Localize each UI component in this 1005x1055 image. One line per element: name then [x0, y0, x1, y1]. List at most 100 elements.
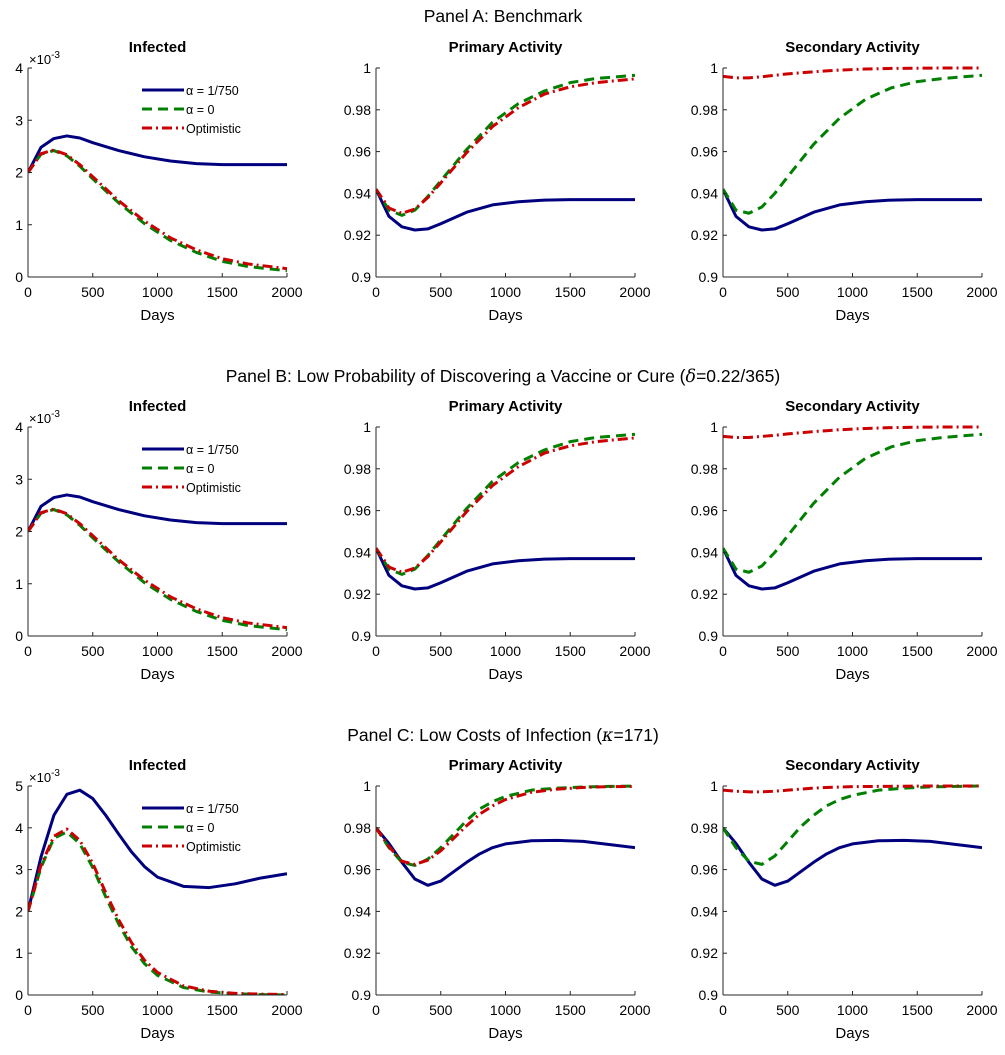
y-tick-label: 3: [15, 471, 23, 487]
y-tick-label: 0.96: [344, 862, 371, 878]
series-line-dashdot: [28, 150, 287, 269]
x-axis-label: Days: [140, 307, 174, 324]
x-axis-label: Days: [488, 307, 522, 324]
legend-label: α = 1/750: [186, 802, 239, 816]
y-tick-label: 0.92: [691, 945, 718, 961]
x-tick-label: 2000: [619, 284, 650, 300]
y-tick-label: 3: [15, 862, 23, 878]
y-tick-label: 4: [15, 60, 23, 76]
x-tick-label: 2000: [966, 643, 997, 659]
y-tick-label: 0.9: [352, 628, 372, 644]
y-tick-label: 1: [15, 945, 23, 961]
x-tick-label: 0: [719, 284, 727, 300]
legend-label: α = 1/750: [186, 84, 239, 98]
y-tick-label: 0.94: [691, 185, 718, 201]
y-tick-label: 0.9: [699, 269, 719, 285]
chart-title: Infected: [129, 757, 187, 774]
y-tick-label: 0.98: [344, 461, 371, 477]
series-lines: [376, 75, 635, 230]
series-line-dash: [28, 510, 287, 630]
x-axis-label: Days: [488, 666, 522, 683]
x-tick-label: 0: [719, 643, 727, 659]
x-axis-label: Days: [835, 666, 869, 683]
series-line-dashdot: [28, 509, 287, 628]
y-tick-label: 0.92: [344, 586, 371, 602]
y-tick-label: 0: [15, 628, 23, 644]
x-tick-label: 1500: [207, 1002, 238, 1018]
chart-a-secondary-activity: Secondary Activity0 500 1000 1500 20000.90.9…: [691, 39, 998, 324]
x-tick-label: 500: [81, 284, 105, 300]
y-tick-label: 0.92: [691, 227, 718, 243]
y-tick-label: 0.92: [691, 586, 718, 602]
y-tick-label: 4: [15, 419, 23, 435]
y-tick-label: 0.98: [344, 820, 371, 836]
x-tick-label: 500: [776, 1002, 800, 1018]
x-tick-label: 1000: [142, 643, 173, 659]
y-exponent-label: ×10-3: [29, 768, 60, 785]
chart-c-primary-activity: Primary Activity0 500 1000 1500 20000.90.920…: [344, 757, 651, 1042]
x-tick-label: 2000: [966, 1002, 997, 1018]
x-tick-label: 1500: [555, 284, 586, 300]
y-tick-label: 1: [363, 778, 371, 794]
y-tick-label: 1: [710, 60, 718, 76]
x-tick-label: 500: [776, 284, 800, 300]
x-tick-label: 2000: [966, 284, 997, 300]
x-tick-label: 500: [429, 643, 453, 659]
series-line-dashdot: [28, 829, 287, 995]
series-line-dashdot: [376, 438, 635, 572]
chart-b-primary-activity: Primary Activity 0 500 1000 1500 2000 0.9 0.92 0…: [344, 398, 651, 683]
x-tick-label: 1000: [837, 1002, 868, 1018]
series-lines: [723, 68, 982, 230]
legend: α = 1/750 α = 0 Optimistic: [142, 84, 241, 136]
series-line-dash: [376, 75, 635, 215]
x-tick-label: 2000: [271, 284, 302, 300]
series-lines: [28, 136, 287, 271]
x-tick-label: 0: [24, 1002, 32, 1018]
y-tick-label: 3: [15, 112, 23, 128]
x-axis-label: Days: [140, 666, 174, 683]
x-tick-label: 2000: [619, 1002, 650, 1018]
x-tick-label: 1000: [490, 284, 521, 300]
legend-label: α = 0: [186, 103, 214, 117]
series-line-solid: [723, 828, 982, 885]
chart-title: Secondary Activity: [785, 398, 920, 415]
series-line-dash: [376, 786, 635, 865]
y-tick-label: 0.96: [691, 503, 718, 519]
panel-title-b: Panel B: Low Probability of Discovering …: [226, 366, 780, 387]
chart-c-secondary-activity: Secondary Activity0 500 1000 1500 20000.90.9…: [691, 757, 998, 1042]
chart-title: Secondary Activity: [785, 757, 920, 774]
legend-label: Optimistic: [186, 122, 241, 136]
x-tick-label: 1000: [142, 284, 173, 300]
x-tick-label: 0: [24, 284, 32, 300]
chart-title: Infected: [129, 39, 187, 56]
y-tick-label: 0: [15, 269, 23, 285]
chart-b-infected: Infected×10-30 500 1000 1500 200001234Daysα …: [15, 398, 303, 683]
x-tick-label: 1500: [555, 1002, 586, 1018]
series-line-solid: [376, 828, 635, 885]
chart-title: Primary Activity: [449, 757, 563, 774]
legend-label: α = 0: [186, 462, 214, 476]
x-tick-label: 1000: [837, 643, 868, 659]
x-tick-label: 0: [372, 284, 380, 300]
y-tick-label: 0: [15, 987, 23, 1003]
chart-title: Primary Activity: [449, 398, 563, 415]
x-tick-label: 0: [24, 643, 32, 659]
chart-c-infected: Infected ×10-3 0 500 1000 1500 2000 0 1 2 3 4 5 Days α…: [15, 757, 303, 1042]
x-tick-label: 0: [719, 1002, 727, 1018]
y-tick-label: 0.96: [691, 862, 718, 878]
y-tick-label: 0.94: [344, 544, 371, 560]
x-tick-label: 1500: [555, 643, 586, 659]
chart-a-infected: Infected ×10-3 0 500 1000 1500 2000 0 1 2 3 4 Days α …: [15, 39, 303, 324]
series-line-dash: [723, 786, 982, 864]
y-tick-label: 0.96: [691, 144, 718, 160]
x-tick-label: 1500: [902, 643, 933, 659]
legend-label: α = 0: [186, 821, 214, 835]
y-tick-label: 0.94: [691, 903, 718, 919]
x-axis-label: Days: [140, 1025, 174, 1042]
y-tick-label: 0.92: [344, 945, 371, 961]
legend-label: Optimistic: [186, 840, 241, 854]
series-line-dashdot: [723, 427, 982, 437]
y-tick-label: 1: [710, 419, 718, 435]
y-tick-label: 2: [15, 524, 23, 540]
